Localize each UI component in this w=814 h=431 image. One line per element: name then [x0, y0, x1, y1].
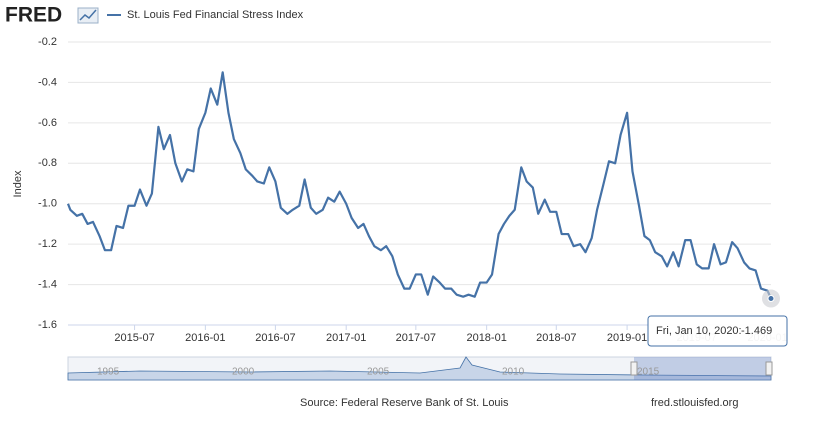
logo: FRED — [5, 4, 62, 27]
series-line — [66, 71, 773, 299]
tooltip: Fri, Jan 10, 2020: -1.469 — [647, 315, 788, 347]
x-tick-label: 2016-01 — [185, 332, 225, 344]
navigator — [67, 356, 773, 381]
y-tick-label: -0.8 — [38, 157, 57, 169]
url: fred.stlouisfed.org — [651, 397, 738, 409]
tooltip-value: -1.469 — [741, 325, 772, 337]
navigator-labels: 1995 2000 2005 2010 2015 — [97, 367, 660, 378]
hover-point — [767, 295, 775, 303]
plot — [66, 71, 780, 308]
y-tick-label: -0.4 — [38, 76, 57, 88]
y-tick-label: -1.6 — [38, 319, 57, 331]
legend-label: St. Louis Fed Financial Stress Index — [127, 9, 304, 21]
x-tick-label: 2015-07 — [114, 332, 154, 344]
y-tick-label: -1.2 — [38, 238, 57, 250]
navigator-label: 2010 — [502, 367, 525, 378]
grid: -1.6 -1.4 -1.2 -1.0 -0.8 -0.6 -0.4 -0.2 2015-07 2… — [38, 36, 788, 344]
x-tick-label: 2018-07 — [536, 332, 576, 344]
y-tick-label: -0.2 — [38, 36, 57, 48]
x-tick-label: 2017-07 — [396, 332, 436, 344]
logo-icon — [77, 7, 99, 24]
navigator-label: 1995 — [97, 367, 120, 378]
y-tick-label: -1.4 — [38, 278, 57, 290]
y-tick-label: -1.0 — [38, 198, 57, 210]
x-tick-label: 2017-01 — [326, 332, 366, 344]
tooltip-label: Fri, Jan 10, 2020: — [656, 325, 742, 337]
navigator-label: 2005 — [367, 367, 390, 378]
y-axis-label: Index — [12, 170, 24, 197]
y-tick-label: -0.6 — [38, 117, 57, 129]
x-tick-label: 2019-01 — [607, 332, 647, 344]
x-tick-label: 2016-07 — [255, 332, 295, 344]
source: Source: Federal Reserve Bank of St. Loui… — [300, 397, 509, 409]
tooltip-box — [647, 315, 788, 347]
navigator-label: 2000 — [232, 367, 255, 378]
x-tick-label: 2018-01 — [466, 332, 506, 344]
navigator-label: 2015 — [637, 367, 660, 378]
